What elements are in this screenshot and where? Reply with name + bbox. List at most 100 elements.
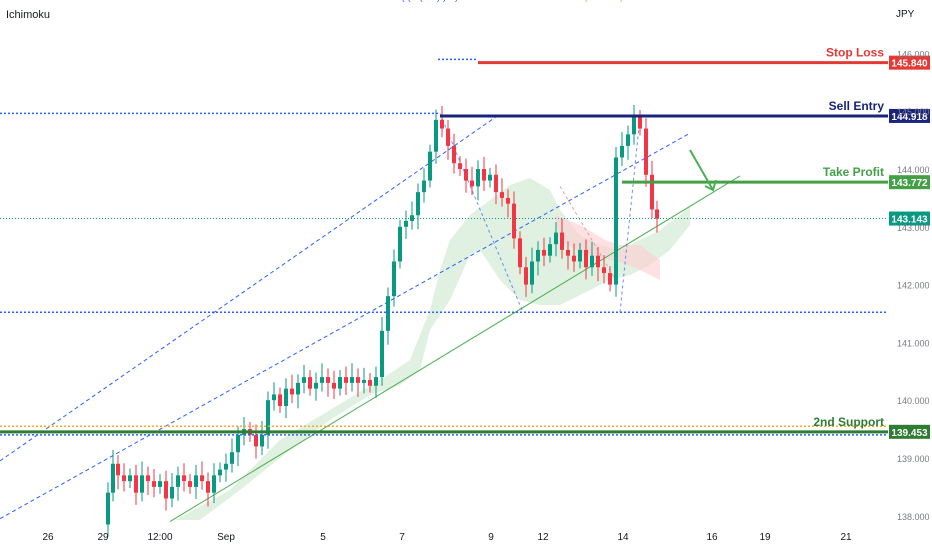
price-tag-label: 139.453 [891,428,928,439]
candle-body [278,394,282,406]
candle [374,366,378,398]
candle [266,391,270,449]
candle-body [512,203,516,239]
candle-body [254,434,258,447]
fib-label: 0.00%(141.521) [376,0,440,2]
y-tick-label: 144.000 [897,165,930,175]
candle [111,449,115,502]
candle-body [230,452,234,464]
candle-body [116,463,120,476]
fib-label: 127.20%(145.897) [384,0,458,2]
candle [626,125,630,160]
x-tick-label: 21 [840,532,852,543]
candle-body [434,119,438,152]
candle-body [266,400,270,435]
candle [128,468,132,489]
candle [212,463,216,504]
candle-body [344,377,348,383]
candle-body [655,209,659,219]
y-tick-label: 146.000 [897,49,930,59]
candle [122,463,126,492]
candle [614,147,618,297]
candle-body [106,492,110,525]
candle-body [302,377,306,383]
candle-body [356,377,360,383]
candle [296,374,300,409]
candle [284,378,288,419]
level-label: Stop Loss [826,46,884,60]
indicator-label[interactable]: Ichimoku [6,9,51,21]
candle-body [176,475,180,487]
candle-body [332,382,336,389]
candle [290,374,294,404]
candle [566,241,570,270]
candle-body [464,169,468,181]
x-tick-label: 5 [320,532,326,543]
middle-channel-line [0,132,691,520]
candle [584,239,588,280]
candle-body [560,232,564,250]
candle-body [578,249,582,262]
candle-body [524,267,528,285]
candle-body [188,481,192,487]
fib-leg-2 [619,116,641,313]
candle [194,464,198,500]
candle-body [164,481,168,499]
candle-body [362,379,366,383]
candle [356,368,360,397]
candle-body [620,145,624,158]
candle [152,468,156,498]
candle [638,110,642,136]
candle [602,255,606,284]
candle-body [644,128,648,175]
candle-body [218,469,222,476]
candle-body [422,180,426,193]
candle [344,366,348,395]
candle-body [170,486,174,499]
candle-body [452,145,456,164]
candle [572,243,576,272]
candle-body [200,475,204,482]
candle [655,200,659,233]
ichimoku-cloud-bull [175,178,690,520]
candle [278,387,282,413]
candle-body [182,475,186,482]
candle-body [428,151,432,181]
candle-body [128,475,132,482]
candle-body [596,255,600,268]
candle-body [614,157,618,285]
candle-body [386,296,390,331]
candle-body [380,330,384,378]
candle [476,160,480,201]
price-tag [889,175,930,190]
price-tag-label: 143.772 [891,178,928,189]
current-price-tag [889,211,930,226]
candle-body [284,388,288,406]
candle [512,191,516,249]
candle [440,105,444,138]
candle-body [440,119,444,129]
candle-body [224,463,228,470]
down-arrow-head-icon [704,179,717,192]
candle-body [122,475,126,482]
candle [158,474,162,494]
candle-body [308,377,312,389]
candle [302,364,306,394]
price-tag [889,424,930,439]
candle [620,132,624,167]
candle [482,156,486,191]
candle-body [506,197,510,204]
x-tick-label: 14 [617,532,629,543]
x-tick-label: 7 [399,532,405,543]
candle [422,168,426,203]
candle [314,372,318,401]
candle-body [638,116,642,129]
level-label: Take Profit [823,165,884,179]
candle [428,144,432,188]
candle [254,424,258,459]
candle [308,370,312,396]
candle-body [446,128,450,146]
candle [650,160,654,219]
candle [560,218,564,259]
